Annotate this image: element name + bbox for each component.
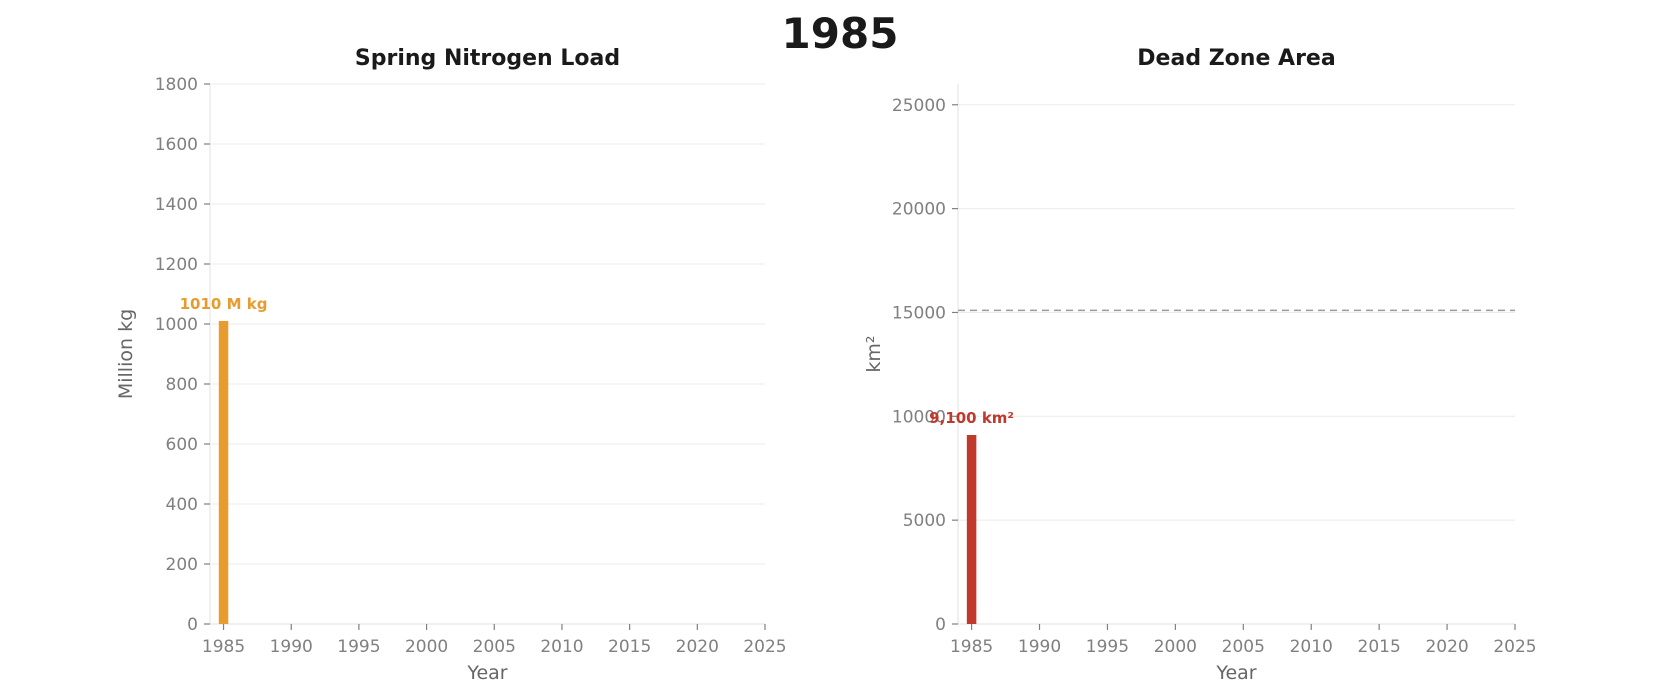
deadzone-x-tick-label: 2000 <box>1154 637 1197 657</box>
dead-zone-chart: 0 5000 10000 15000 20000 25000 1985 1990 1995 200… <box>863 46 1537 684</box>
nitrogen-x-tick-label: 1990 <box>270 637 313 657</box>
deadzone-x-axis-label: Year <box>1215 662 1256 684</box>
deadzone-x-tick-label: 2020 <box>1425 637 1468 657</box>
deadzone-x-tick-label: 2010 <box>1290 637 1333 657</box>
nitrogen-y-tick-label: 200 <box>166 555 198 575</box>
deadzone-y-tick-label: 0 <box>935 615 946 635</box>
nitrogen-x-tick-label: 2005 <box>473 637 516 657</box>
nitrogen-x-axis-label: Year <box>466 662 507 684</box>
nitrogen-chart-title: Spring Nitrogen Load <box>355 46 620 71</box>
deadzone-x-tick-label: 1995 <box>1086 637 1129 657</box>
nitrogen-bar <box>218 321 229 624</box>
deadzone-y-tick-label: 20000 <box>892 200 946 220</box>
nitrogen-x-tick-label: 1995 <box>337 637 380 657</box>
deadzone-y-axis-label: km² <box>863 335 885 372</box>
nitrogen-x-tick-label: 1985 <box>202 637 245 657</box>
nitrogen-y-tick-label: 1200 <box>155 255 198 275</box>
deadzone-bar <box>966 435 977 624</box>
nitrogen-x-tick-label: 2000 <box>405 637 448 657</box>
nitrogen-y-axis-label: Million kg <box>115 309 137 399</box>
nitrogen-y-tick-label: 800 <box>166 375 198 395</box>
nitrogen-y-tick-label: 600 <box>166 435 198 455</box>
nitrogen-y-tick-label: 0 <box>187 615 198 635</box>
deadzone-x-tick-label: 2005 <box>1222 637 1265 657</box>
nitrogen-y-tick-label: 1000 <box>155 315 198 335</box>
deadzone-y-tick-label: 10000 <box>892 407 946 427</box>
figure-title: 1985 <box>782 9 899 58</box>
nitrogen-load-chart: 0 200 400 600 800 1000 1200 1400 1600 1800 1985 199… <box>115 46 787 684</box>
nitrogen-x-tick-label: 2025 <box>743 637 786 657</box>
deadzone-data-label: 9,100 km² <box>929 409 1014 427</box>
deadzone-x-tick-label: 1985 <box>950 637 993 657</box>
deadzone-y-tick-label: 25000 <box>892 96 946 116</box>
deadzone-x-tick-label: 2015 <box>1358 637 1401 657</box>
deadzone-y-tick-label: 5000 <box>903 511 946 531</box>
deadzone-y-tick-label: 15000 <box>892 303 946 323</box>
nitrogen-data-label: 1010 M kg <box>180 295 268 313</box>
nitrogen-y-tick-label: 1400 <box>155 195 198 215</box>
nitrogen-y-tick-label: 1800 <box>155 75 198 95</box>
nitrogen-y-tick-label: 400 <box>166 495 198 515</box>
nitrogen-x-tick-label: 2020 <box>676 637 719 657</box>
nitrogen-y-tick-label: 1600 <box>155 135 198 155</box>
deadzone-chart-title: Dead Zone Area <box>1137 46 1335 71</box>
deadzone-x-tick-label: 2025 <box>1493 637 1536 657</box>
nitrogen-x-tick-label: 2010 <box>540 637 583 657</box>
deadzone-x-tick-label: 1990 <box>1018 637 1061 657</box>
nitrogen-x-tick-label: 2015 <box>608 637 651 657</box>
